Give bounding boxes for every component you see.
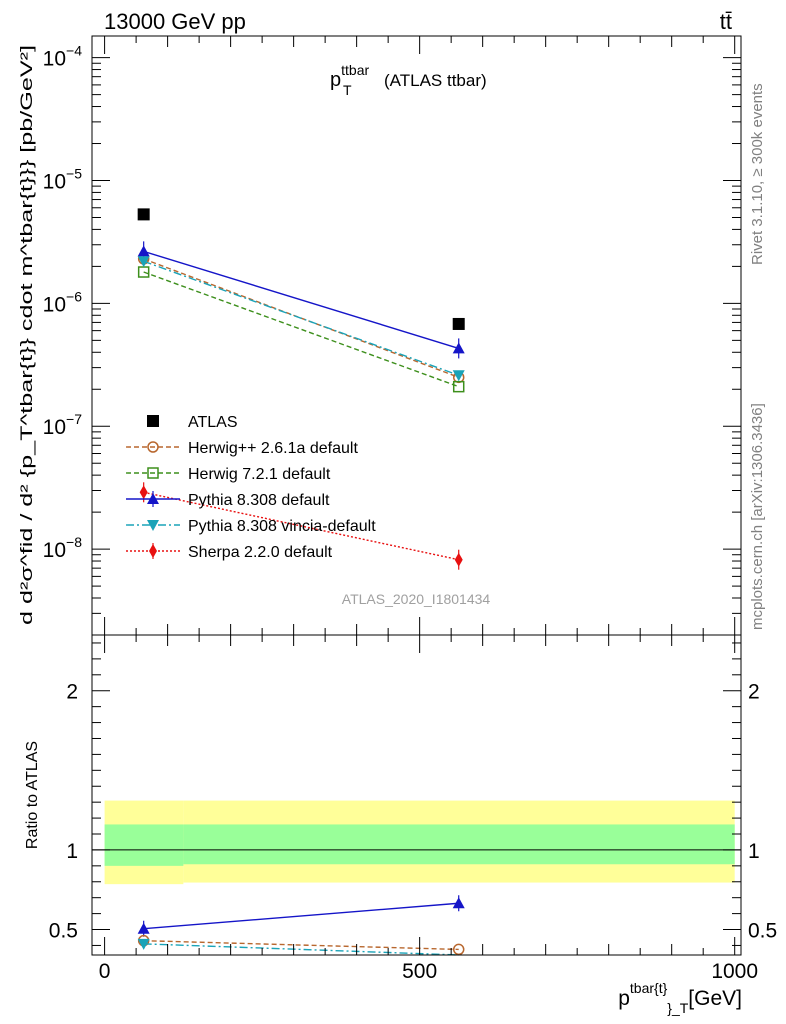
ratio-y-tick-label-left: 1 (66, 840, 78, 863)
main-point-pythia-8-308-default-0 (137, 245, 150, 257)
ratio-line-pythia-8-308-default (143, 902, 459, 930)
main-line-sherpa-2-2-0-default (143, 491, 459, 561)
mcplots-label: mcplots.cern.ch [arXiv:1306.3436] (749, 403, 766, 630)
legend-entry-pythia-8-308-vincia-default: Pythia 8.308 vincia-default (126, 518, 376, 535)
ratio-y-tick-label-right: 2 (748, 681, 760, 704)
legend-marker-sherpa-2-2-0-default (149, 544, 157, 558)
analysis-watermark: ATLAS_2020_I1801434 (342, 591, 491, 607)
main-line-pythia-8-308-default (143, 250, 459, 350)
main-y-tick-label: 10−5 (43, 166, 83, 194)
legend-entry-sherpa-2-2-0-default: Sherpa 2.2.0 default (126, 543, 333, 561)
x-tick-label: 0 (99, 960, 111, 983)
main-point-sherpa-2-2-0-default-0 (139, 485, 148, 500)
main-point-pythia-8-308-vincia-default-1 (452, 370, 465, 382)
legend-marker-herwig-7-2-1-default (147, 467, 159, 479)
main-point-atlas-0 (137, 208, 150, 221)
x-axis-label-main: p (618, 987, 630, 1010)
main-point-pythia-8-308-vincia-default-0 (137, 256, 150, 268)
plot-title-sup: ttbar (341, 62, 369, 78)
ratio-point-pythia-8-308-default-1 (452, 897, 465, 909)
main-point-pythia-8-308-default-1 (452, 342, 465, 354)
ratio-line-pythia-8-308-vincia-default (143, 943, 459, 956)
ratio-line-herwig-2-6-1a-default (143, 939, 459, 951)
main-axis-ticks (92, 36, 741, 636)
main-plot-marks (137, 208, 465, 570)
x-tick-label: 500 (402, 960, 437, 983)
band-stat-uncertainty (183, 824, 735, 865)
main-y-tick-label: 10−4 (43, 43, 83, 71)
ratio-y-tick-label-left: 0.5 (49, 920, 78, 943)
x-axis-label-suffix: [GeV] (688, 987, 742, 1010)
x-axis-label: ptbar{t} }_T[GeV] (618, 980, 742, 1016)
ratio-y-tick-label-left: 2 (66, 681, 78, 704)
ratio-point-pythia-8-308-vincia-default-0 (137, 938, 150, 950)
legend-label: Pythia 8.308 vincia-default (188, 518, 376, 535)
header-process-label: tt̄ (720, 9, 732, 34)
legend-marker-pythia-8-308-vincia-default (147, 520, 159, 531)
legend-entry-atlas: ATLAS (147, 414, 238, 431)
main-point-sherpa-2-2-0-default-1 (454, 552, 463, 567)
legend-entry-pythia-8-308-default: Pythia 8.308 default (126, 491, 330, 509)
header-energy-label: 13000 GeV pp (104, 9, 246, 34)
ratio-frame (91, 634, 742, 956)
legend-label: Herwig++ 2.6.1a default (188, 440, 358, 457)
main-y-tick-label: 10−7 (43, 411, 83, 439)
main-point-herwig-7-2-1-default-1 (452, 380, 465, 393)
x-axis-label-sup: tbar{t} (630, 980, 668, 996)
x-axis-label-sub: }_T (667, 1000, 688, 1016)
band-stat-uncertainty (104, 824, 184, 866)
legend-marker-pythia-8-308-default (147, 493, 159, 504)
legend-label: Herwig 7.2.1 default (188, 466, 331, 483)
plot-title-sub: T (343, 82, 352, 98)
main-line-pythia-8-308-vincia-default (143, 260, 459, 376)
legend-label: ATLAS (188, 414, 238, 431)
ratio-point-pythia-8-308-default-0 (137, 922, 150, 934)
legend: ATLAS Herwig++ 2.6.1a default Herwig 7.2.1… (126, 414, 376, 561)
main-y-tick-label: 10−8 (43, 534, 83, 562)
legend-entry-herwig-2-6-1a-default: Herwig++ 2.6.1a default (126, 440, 358, 457)
x-tick-label: 1000 (711, 960, 758, 983)
legend-marker-atlas (147, 415, 159, 427)
ratio-axis-ticks (92, 635, 741, 955)
ratio-panel: 0.5 0.5 1 1 2 2 0 500 1000 Ratio to ATLAS ptbar… (24, 634, 777, 1016)
plot-title-main: p (330, 69, 341, 91)
main-y-axis-label: d d²σ^fid / d² {p_T^tbar{t}} cdot m^tbar… (17, 45, 36, 625)
legend-label: Pythia 8.308 default (188, 492, 330, 509)
ratio-y-axis-label: Ratio to ATLAS (24, 741, 41, 849)
ratio-uncertainty-bands (104, 800, 735, 885)
ratio-y-tick-label-right: 0.5 (748, 920, 777, 943)
main-point-atlas-1 (452, 317, 465, 330)
plot-title: pttbar T (ATLAS ttbar) (330, 62, 487, 98)
rivet-version-label: Rivet 3.1.10, ≥ 300k events (749, 83, 766, 265)
ratio-plot-marks (137, 895, 465, 956)
main-panel: 10−4 10−5 10−6 10−7 10−8 pttbar T (ATLAS ttbar… (17, 35, 742, 636)
legend-label: Sherpa 2.2.0 default (188, 544, 333, 561)
main-y-tick-label: 10−6 (43, 288, 83, 316)
x-tick-labels: 0 500 1000 (99, 960, 758, 983)
ratio-y-tick-label-right: 1 (748, 840, 760, 863)
legend-entry-herwig-7-2-1-default: Herwig 7.2.1 default (126, 466, 331, 483)
main-line-herwig-7-2-1-default (143, 271, 459, 388)
plot-title-suffix: (ATLAS ttbar) (384, 71, 487, 90)
ratio-y-tick-labels: 0.5 0.5 1 1 2 2 (49, 681, 777, 943)
legend-marker-herwig-2-6-1a-default (147, 441, 159, 453)
main-y-tick-labels: 10−4 10−5 10−6 10−7 10−8 (43, 43, 83, 562)
